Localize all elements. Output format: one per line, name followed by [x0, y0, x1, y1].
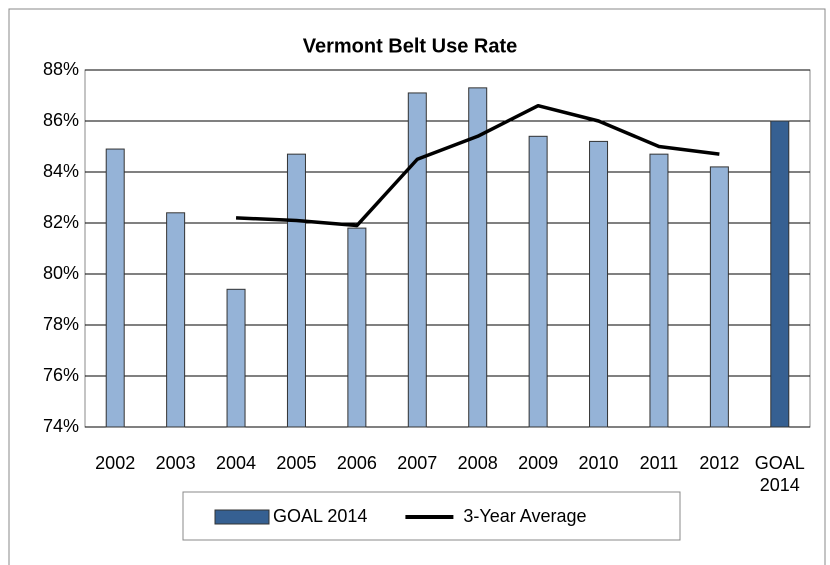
y-tick-label: 78%: [43, 314, 79, 334]
x-tick-label: GOAL 2014: [754, 453, 805, 495]
bar: [468, 87, 488, 428]
y-tick-label: 76%: [43, 365, 79, 385]
y-tick-label: 86%: [43, 110, 79, 130]
bar: [286, 153, 306, 428]
x-tick-label: 2004: [216, 453, 257, 473]
legend-label: 3-Year Average: [463, 506, 586, 526]
x-tick-label: 2009: [518, 453, 559, 473]
x-tick-label: 2010: [578, 453, 619, 473]
bar: [770, 120, 790, 428]
x-tick-label: 2007: [397, 453, 438, 473]
y-tick-label: 88%: [43, 59, 79, 79]
bar: [589, 140, 609, 428]
y-tick-label: 84%: [43, 161, 79, 181]
bar: [407, 92, 427, 428]
x-tick-label: 2003: [155, 453, 196, 473]
bar: [105, 148, 125, 428]
bar: [347, 227, 367, 428]
y-tick-label: 80%: [43, 263, 79, 283]
y-tick-label: 82%: [43, 212, 79, 232]
x-tick-label: 2008: [457, 453, 498, 473]
x-tick-label: 2002: [95, 453, 136, 473]
bar: [166, 212, 186, 428]
bar: [528, 135, 548, 428]
y-tick-label: 74%: [43, 416, 79, 436]
bar: [649, 153, 669, 428]
x-tick-label: 2006: [336, 453, 377, 473]
average-line: [235, 103, 720, 228]
x-tick-label: 2012: [699, 453, 740, 473]
legend-label: GOAL 2014: [273, 506, 367, 526]
x-tick-label: 2005: [276, 453, 317, 473]
plot-area: [84, 69, 811, 428]
legend-swatch: [214, 509, 270, 525]
bar: [226, 288, 246, 428]
bar: [709, 166, 729, 428]
chart-title: Vermont Belt Use Rate: [303, 35, 518, 57]
x-tick-label: 2011: [639, 453, 679, 473]
